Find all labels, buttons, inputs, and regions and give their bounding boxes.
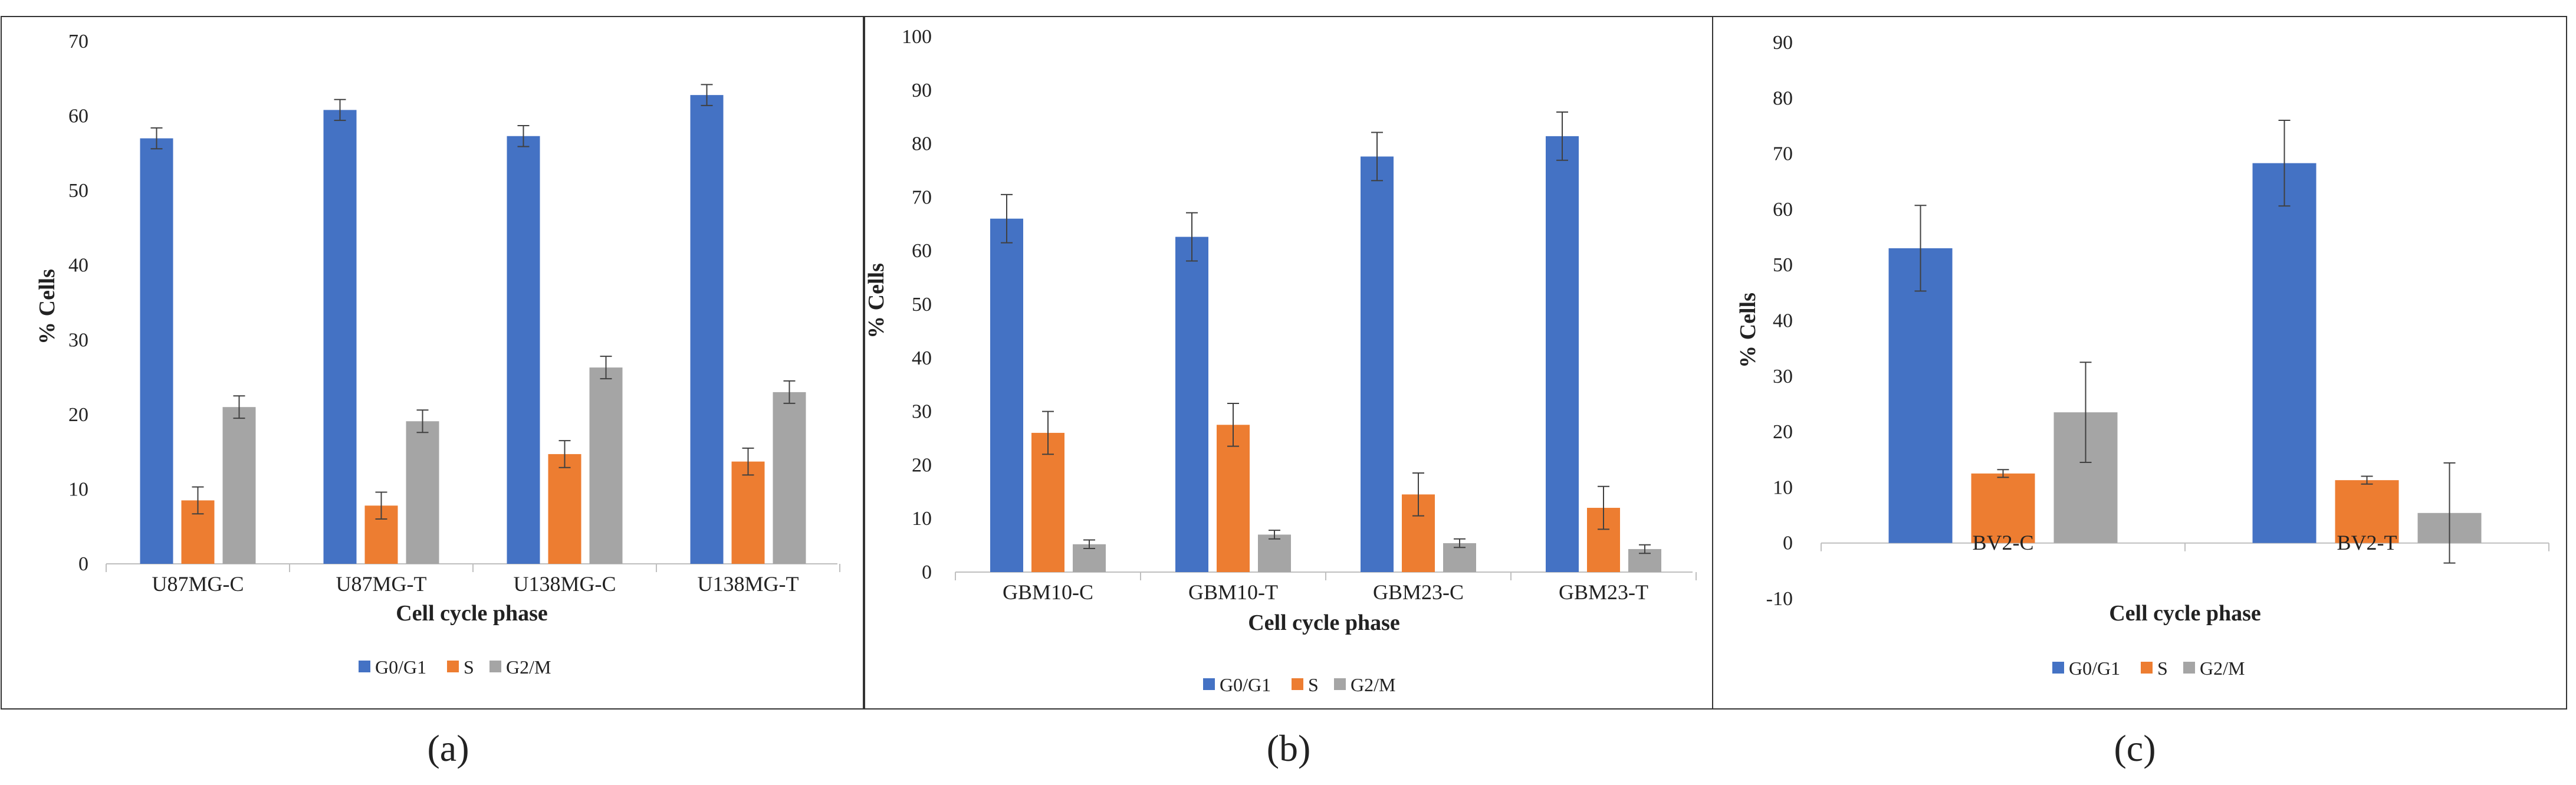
x-axis-title: Cell cycle phase: [396, 601, 548, 626]
y-tick-label: 10: [68, 478, 88, 500]
y-tick-label: 60: [68, 106, 88, 127]
y-tick-label: 0: [922, 561, 932, 583]
bar-g0-g1: [1888, 248, 1953, 543]
bar-g0-g1: [2252, 163, 2317, 543]
legend-swatch: [447, 661, 459, 672]
bar-s: [548, 454, 581, 564]
y-tick-label: 50: [912, 294, 932, 316]
bar-s: [2335, 480, 2399, 543]
y-tick-label: 100: [902, 26, 932, 48]
bar-g2-m: [773, 392, 806, 564]
panel-frame: [1, 16, 864, 710]
category-label: BV2-T: [2337, 531, 2397, 554]
y-tick-label: 50: [68, 180, 88, 202]
bar-g2-m: [1258, 534, 1291, 572]
legend-label: G2/M: [2200, 658, 2245, 679]
y-axis-title: % Cells: [35, 269, 60, 344]
bar-g0-g1: [690, 95, 724, 564]
legend-swatch: [1292, 678, 1303, 690]
bar-s: [1217, 425, 1250, 572]
y-tick-label: 0: [1783, 533, 1793, 554]
chart-panel-2: 0 10 20 30 40 50 60 70 80 90 100 GBM10-C GBM10-T GBM2…: [864, 16, 1713, 769]
y-tick-label: 10: [912, 508, 932, 530]
panel-frame: [1712, 16, 2567, 710]
legend-label: S: [464, 656, 474, 678]
bar-g0-g1: [1361, 156, 1394, 573]
y-tick-label: -10: [1766, 588, 1793, 610]
panel-label: (a): [427, 727, 469, 769]
legend-label: S: [1308, 674, 1319, 695]
y-tick-label: 40: [1773, 310, 1793, 332]
category-label: U138MG-T: [698, 572, 799, 596]
legend-label: G0/G1: [1220, 674, 1271, 695]
bar-g0-g1: [507, 136, 540, 564]
bar-g0-g1: [323, 110, 357, 564]
y-tick-label: 80: [1773, 87, 1793, 109]
y-tick-label: 80: [912, 133, 932, 155]
y-tick-label: 20: [68, 404, 88, 426]
category-label: GBM23-T: [1559, 580, 1648, 604]
category-label: U138MG-C: [513, 572, 616, 596]
y-tick-label: 30: [912, 401, 932, 423]
y-tick-label: 30: [68, 329, 88, 351]
bar-g0-g1: [1546, 136, 1579, 572]
category-label: GBM10-T: [1188, 580, 1278, 604]
panel-label: (b): [1267, 727, 1311, 769]
y-axis-title: % Cells: [1736, 293, 1760, 368]
x-axis-title: Cell cycle phase: [2109, 601, 2261, 626]
category-label: GBM23-C: [1373, 580, 1464, 604]
y-tick-label: 20: [1773, 421, 1793, 443]
y-tick-label: 60: [1773, 199, 1793, 221]
bar-g0-g1: [1175, 237, 1208, 572]
legend-swatch: [2052, 662, 2064, 674]
y-tick-label: 70: [1773, 143, 1793, 165]
y-tick-label: 40: [912, 347, 932, 369]
legend-swatch: [2183, 662, 2195, 674]
bar-g2-m: [589, 367, 623, 564]
bar-s: [1971, 473, 2035, 543]
y-tick-label: 90: [912, 80, 932, 101]
chart-panel-1: 0 10 20 30 40 50 60 70 U87MG-C U87MG-T U138MG-C U13…: [1, 16, 864, 769]
y-tick-label: 10: [1773, 477, 1793, 498]
legend-swatch: [489, 661, 501, 672]
legend-label: G2/M: [506, 656, 551, 678]
bar-s: [731, 461, 765, 564]
bar-g0-g1: [990, 218, 1023, 573]
legend-label: G0/G1: [375, 656, 426, 678]
legend-swatch: [1203, 678, 1215, 690]
x-axis-title: Cell cycle phase: [1248, 610, 1400, 635]
panel-label: (c): [2114, 727, 2156, 769]
y-tick-label: 30: [1773, 366, 1793, 387]
chart-panel-3: -10 0 10 20 30 40 50 60 70 80 90 BV2-C BV2-T Cell cyc…: [1712, 16, 2567, 769]
legend-swatch: [2141, 662, 2153, 674]
legend-swatch: [1334, 678, 1346, 690]
y-tick-label: 60: [912, 240, 932, 262]
bar-s: [1031, 432, 1064, 572]
y-tick-label: 70: [68, 31, 88, 52]
legend-label: S: [2157, 658, 2168, 679]
category-label: GBM10-C: [1003, 580, 1093, 604]
y-axis-title: % Cells: [864, 263, 889, 339]
bar-g0-g1: [140, 138, 173, 564]
category-label: U87MG-T: [336, 572, 427, 596]
y-tick-label: 40: [68, 255, 88, 277]
bar-g2-m: [222, 407, 256, 564]
legend-swatch: [359, 661, 370, 672]
bar-g2-m: [406, 421, 439, 564]
category-label: BV2-C: [1972, 531, 2033, 554]
legend-label: G2/M: [1351, 674, 1395, 695]
y-tick-label: 50: [1773, 254, 1793, 276]
legend-label: G0/G1: [2069, 658, 2120, 679]
y-tick-label: 20: [912, 454, 932, 476]
y-tick-label: 90: [1773, 32, 1793, 54]
y-tick-label: 70: [912, 186, 932, 208]
category-label: U87MG-C: [152, 572, 244, 596]
y-tick-label: 0: [78, 553, 88, 575]
